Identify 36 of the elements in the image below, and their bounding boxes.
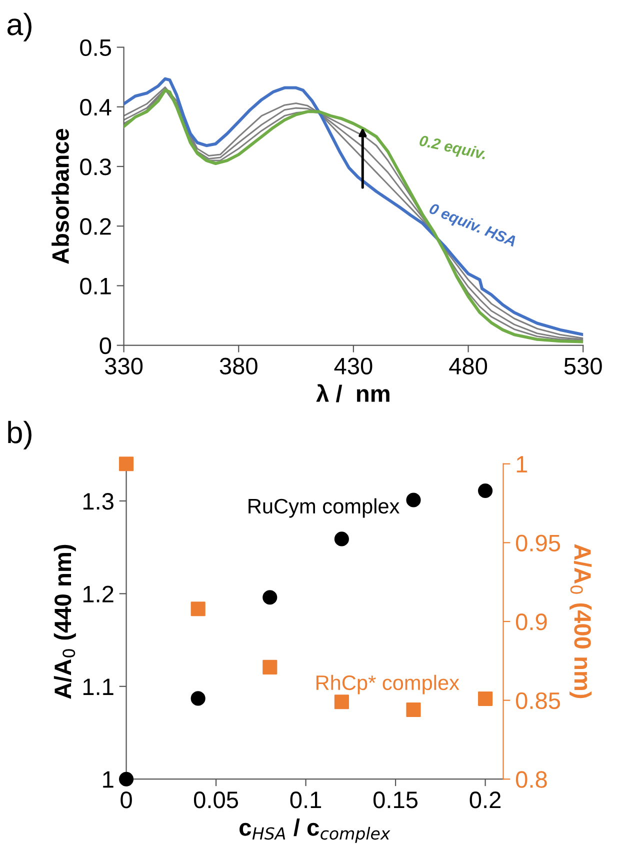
y-tick-label: 1.3 bbox=[83, 493, 114, 510]
y2-axis-title: A/A$_{0}$ (400 nm) bbox=[570, 544, 592, 698]
x-tick-label: 0.2 bbox=[470, 792, 501, 808]
x-tick-label: 430 bbox=[334, 358, 372, 374]
x-tick-label: 480 bbox=[449, 358, 488, 374]
text: 0 equiv. HSA bbox=[428, 202, 518, 250]
y-tick-label: 0.1 bbox=[80, 278, 111, 294]
y-tick-label: 0.3 bbox=[80, 158, 111, 176]
y-tick-label: 0 bbox=[100, 337, 112, 354]
y-axis-title: A/A$_{0}$ (440 nm) bbox=[54, 544, 76, 699]
x-tick-label: 330 bbox=[105, 358, 143, 374]
y2-tick-label: 0.8 bbox=[516, 771, 547, 788]
y-tick-label: 1.1 bbox=[83, 678, 114, 695]
y-axis-title: Absorbance bbox=[52, 128, 69, 264]
y2-tick-label: 0.9 bbox=[516, 614, 547, 630]
x-tick-label: 0.1 bbox=[290, 792, 322, 808]
x-tick-label: 0.05 bbox=[194, 792, 238, 808]
text: a) bbox=[7, 12, 32, 42]
x-tick-label: 0.15 bbox=[373, 792, 418, 808]
y-tick-label: 0.5 bbox=[80, 39, 112, 56]
series-label: RuCym complex bbox=[248, 498, 400, 518]
x-tick-label: 380 bbox=[220, 358, 258, 374]
y2-tick-label: 0.85 bbox=[516, 692, 560, 710]
y-tick-label: 1.2 bbox=[83, 586, 114, 602]
x-tick-label: 0 bbox=[120, 792, 132, 808]
x-axis-title: c$_{HSA}$ / c$_{complex}$ bbox=[240, 818, 390, 843]
text: b) bbox=[8, 420, 32, 450]
series-label: RhCp* complex bbox=[316, 674, 460, 694]
y-tick-label: 1 bbox=[103, 771, 114, 788]
x-axis-title: λ / nm bbox=[316, 384, 390, 402]
y2-tick-label: 0.95 bbox=[516, 534, 560, 552]
x-tick-label: 530 bbox=[564, 358, 602, 374]
text: 0.2 equiv. bbox=[418, 134, 487, 162]
y-tick-label: 0.4 bbox=[80, 98, 112, 116]
y-tick-label: 0.2 bbox=[80, 218, 111, 235]
y2-tick-label: 1 bbox=[516, 456, 528, 472]
